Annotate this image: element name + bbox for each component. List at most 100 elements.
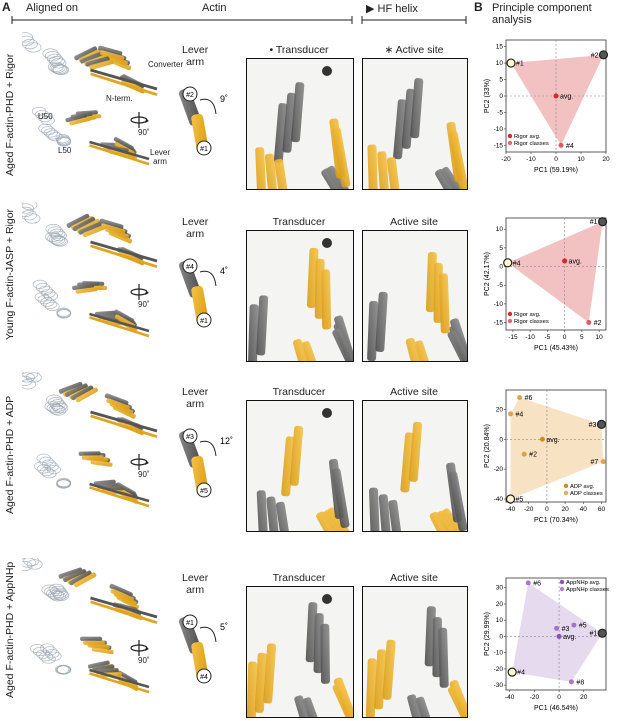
pca-point-label: #5 <box>579 623 587 630</box>
pca-xtick: 20 <box>602 156 610 163</box>
pca-xlabel: PC1 (46.54%) <box>534 705 578 712</box>
actin-header: Actin <box>202 2 227 14</box>
hf-helix-header: ▶ HF helix <box>366 3 418 15</box>
lever-angle-label: 9˚ <box>220 94 228 104</box>
pca-legend-entry: Rigor avg. <box>514 312 541 318</box>
pca-xtick: 5 <box>580 334 584 341</box>
pca-legend-swatch <box>507 311 513 317</box>
lever-arm-diagram: #1 #4 5˚ <box>178 614 228 684</box>
lever-marker-2 <box>196 312 212 328</box>
pca-point-label: #4 <box>517 670 525 677</box>
pca-point-avg <box>539 436 545 442</box>
lever-marker-2-label: #1 <box>200 146 208 153</box>
pca-point-class <box>517 394 523 400</box>
pca-point-avg <box>553 93 559 99</box>
pca-point-avg <box>556 633 562 639</box>
rotate-icon <box>130 112 149 128</box>
lever-marker-1-label: #1 <box>186 620 194 627</box>
pca-ylabel: PC2 (42.17%) <box>484 252 491 296</box>
pca-point-open <box>506 58 516 68</box>
pca-hull <box>507 221 603 323</box>
pca-point-label: #2 <box>529 452 537 459</box>
lever-marker-2 <box>196 140 212 156</box>
lever-marker-2-label: #4 <box>200 674 208 681</box>
pca-xtick: 10 <box>577 156 585 163</box>
active-site-panel <box>362 58 468 190</box>
pca-point-label: #3 <box>589 422 597 429</box>
pca-xtick: 0 <box>557 694 561 701</box>
lever-marker-1-label: #4 <box>186 264 194 271</box>
pca-point-label: #8 <box>576 679 584 686</box>
pca-legend-swatch <box>507 140 513 146</box>
row-label-1: Aged F-actin-PHD + Rigor <box>4 53 16 176</box>
pca-point-label: #2 <box>591 52 599 59</box>
lever-angle-label: 12˚ <box>220 436 233 446</box>
pca-point-label: #7 <box>590 459 598 466</box>
rotate-angle-label: 90˚ <box>138 128 150 137</box>
row-label-3: Aged F-actin-PHD + ADP <box>4 395 16 514</box>
transducer-structure <box>248 238 353 361</box>
l50-label: L50 <box>58 146 72 155</box>
pca-ytick: 0 <box>499 93 503 100</box>
transducer-title: Transducer <box>272 216 326 228</box>
pca-legend-swatch <box>563 490 569 496</box>
pca-point-avg <box>562 258 568 264</box>
pca-legend-entry: ADP avg. <box>570 484 595 490</box>
pca-xtick: -15 <box>508 334 518 341</box>
pca-xtick: 0 <box>545 506 549 513</box>
active-site-structure <box>367 251 467 361</box>
lever-arm-title: Lever arm <box>182 386 209 410</box>
pca-point-label: #4 <box>566 143 574 150</box>
pca-xtick: -10 <box>525 334 535 341</box>
pca-chart-appnhp: -40 -20 0 20 -30 -20 -10 0 10 20 30 PC1 (46.54%) PC2… <box>484 577 609 712</box>
pca-point-label: #4 <box>513 260 521 267</box>
pca-point-label: #3 <box>562 626 570 633</box>
rotate-icon <box>130 640 149 656</box>
lever-marker-1 <box>182 86 198 102</box>
pca-point-label: #6 <box>525 395 533 402</box>
pca-point-dark <box>597 628 607 638</box>
pca-xtick: -20 <box>530 694 540 701</box>
active-site-title: Active site <box>390 386 438 398</box>
pca-xtick: 20 <box>561 506 569 513</box>
pca-ytick: 10 <box>496 226 504 233</box>
pca-point-class <box>558 142 564 148</box>
pca-ytick: 0 <box>499 436 503 443</box>
pca-point-class <box>521 451 527 457</box>
pca-ytick: 10 <box>496 617 504 624</box>
pca-frame <box>505 217 607 331</box>
pca-xtick: -40 <box>505 694 515 701</box>
pca-legend-entry: Rigor classes <box>514 141 549 147</box>
active-site-title: Active site <box>390 572 438 584</box>
lever-arm-title: Lever arm <box>182 572 209 596</box>
pca-point-label: #1 <box>590 219 598 226</box>
active-site-title: ∗ Active site <box>384 44 444 56</box>
pca-point-label: avg. <box>569 258 582 265</box>
pca-ytick: -30 <box>494 682 504 689</box>
active-site-structure <box>365 606 467 717</box>
rotate-angle-label: 90˚ <box>138 300 150 309</box>
pca-point-class <box>571 622 577 628</box>
myosin-overview-structure <box>22 558 158 694</box>
pca-ytick: -5 <box>497 282 503 289</box>
pca-ytick: -15 <box>494 320 504 327</box>
rotate-icon <box>130 454 149 470</box>
transducer-title: Transducer <box>272 572 326 584</box>
pca-legend-swatch <box>563 483 569 489</box>
lever-arm-diagram: #2 #1 9˚ <box>178 86 228 156</box>
myosin-overview-structure <box>22 32 158 166</box>
pca-frame <box>505 389 607 503</box>
pca-ytick: 0 <box>499 633 503 640</box>
pca-chart-rigor-aged: -20 -10 0 10 20 -15 -10 -5 0 5 10 15 PC1 (59.19%) PC2… <box>484 39 610 174</box>
pca-ytick: -40 <box>494 496 504 503</box>
pca-legend-entry: ADP classes <box>570 491 603 497</box>
pca-point-dark <box>598 50 609 60</box>
pca-ytick: 15 <box>496 44 504 51</box>
pca-point-class <box>525 580 531 586</box>
active-site-panel <box>362 400 468 532</box>
u50-label: U50 <box>38 112 53 121</box>
lever-marker-2 <box>196 668 212 684</box>
lever-marker-2-label: #5 <box>200 488 208 495</box>
pca-point-class <box>508 411 514 417</box>
lever-marker-1 <box>182 258 198 274</box>
